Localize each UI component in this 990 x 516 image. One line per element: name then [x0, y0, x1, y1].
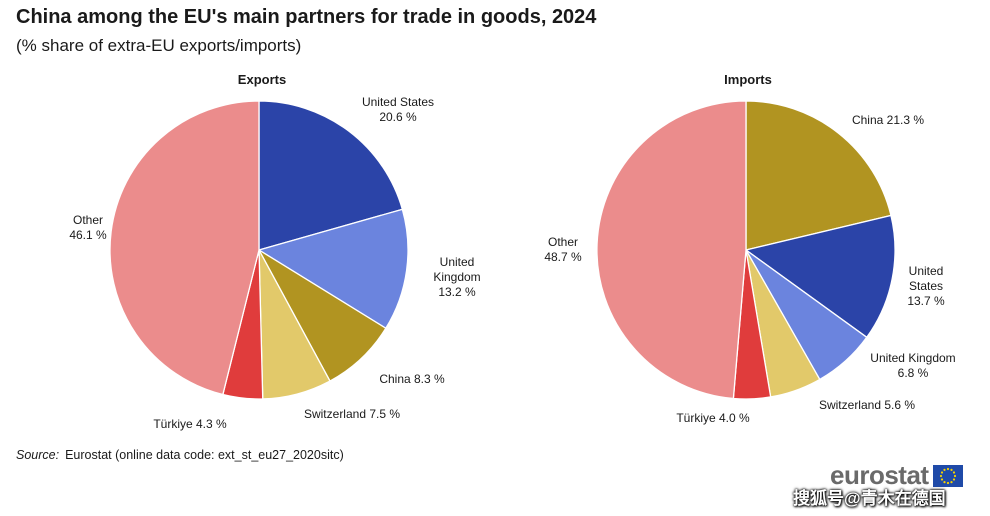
chart-subtitle: (% share of extra-EU exports/imports) [16, 36, 302, 55]
exports-label-china: China 8.3 % [379, 372, 445, 386]
imports-label-united-states: United States 13.7 % [907, 264, 945, 308]
exports-label-other: Other 46.1 % [69, 213, 107, 242]
source-label: Source: [16, 448, 60, 462]
exports-pie-title: Exports [238, 72, 286, 87]
eurostat-logo: eurostat [830, 460, 963, 491]
exports-label-t-rkiye: Türkiye 4.3 % [153, 417, 227, 431]
imports-slice-other [596, 100, 747, 400]
imports-label-t-rkiye: Türkiye 4.0 % [676, 411, 750, 425]
imports-label-other: Other 48.7 % [544, 235, 582, 264]
imports-pie: China 21.3 % United States 13.7 % United Kin… [544, 100, 956, 425]
imports-slice-united-states [744, 214, 896, 339]
source-text: Eurostat (online data code: ext_st_eu27_… [65, 448, 344, 462]
eu-flag-icon [932, 464, 963, 487]
exports-slice-united-kingdom [257, 208, 409, 330]
imports-label-united-kingdom: United Kingdom 6.8 % [870, 351, 955, 380]
chart-title: China among the EU's main partners for t… [16, 6, 597, 28]
exports-label-switzerland: Switzerland 7.5 % [304, 407, 400, 421]
imports-label-switzerland: Switzerland 5.6 % [819, 398, 915, 412]
exports-pie: United States 20.6 % United Kingdom 13.2 % Ch… [69, 95, 480, 431]
exports-slice-other [109, 100, 260, 396]
exports-slice-united-states [258, 100, 404, 251]
imports-slice-china [745, 100, 892, 251]
exports-label-united-kingdom: United Kingdom 13.2 % [433, 255, 480, 299]
imports-pie-title: Imports [724, 72, 772, 87]
exports-label-united-states: United States 20.6 % [362, 95, 434, 124]
watermark-text: 搜狐号@青木在德国 [793, 489, 946, 508]
source-note: Source: Eurostat (online data code: ext_s… [16, 448, 344, 462]
logo-text: eurostat [830, 460, 929, 490]
imports-label-china: China 21.3 % [852, 113, 924, 127]
